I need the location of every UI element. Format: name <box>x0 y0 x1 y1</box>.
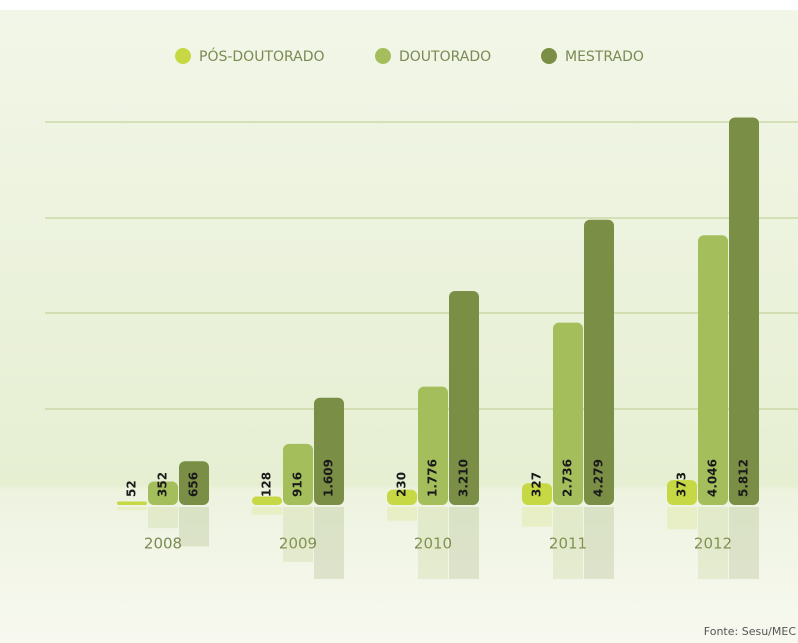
x-tick-label: 2011 <box>549 535 587 553</box>
x-tick-label: 2010 <box>414 535 452 553</box>
bar-reflection <box>449 507 479 579</box>
bar-reflection <box>179 507 209 547</box>
bar <box>418 386 448 505</box>
value-label: 352 <box>156 472 170 497</box>
bar-reflection <box>387 507 417 521</box>
value-label: 327 <box>530 472 544 497</box>
legend-dot <box>541 48 557 64</box>
legend-dot <box>175 48 191 64</box>
x-tick-label: 2008 <box>144 535 182 553</box>
bar-reflection <box>698 507 728 579</box>
legend-dot <box>375 48 391 64</box>
bar <box>729 117 759 506</box>
value-label: 3.210 <box>457 459 471 497</box>
bar-reflection <box>283 507 313 562</box>
value-label: 230 <box>395 472 409 497</box>
x-tick-label: 2009 <box>279 535 317 553</box>
legend-label: PÓS-DOUTORADO <box>199 47 325 65</box>
value-label: 4.046 <box>706 459 720 497</box>
bar <box>667 480 697 505</box>
bar <box>584 219 614 505</box>
value-label: 373 <box>675 472 689 497</box>
value-label: 128 <box>260 472 274 497</box>
value-label: 2.736 <box>561 459 575 497</box>
bar <box>179 461 209 505</box>
value-label: 4.279 <box>592 459 606 497</box>
bar-reflection <box>314 507 344 579</box>
x-tick-label: 2012 <box>694 535 732 553</box>
value-label: 656 <box>187 472 201 497</box>
bar <box>522 483 552 505</box>
bar <box>252 496 282 505</box>
bar <box>698 235 728 505</box>
value-label: 916 <box>291 472 305 497</box>
source: Fonte: Sesu/MEC <box>704 625 797 638</box>
bar-reflection <box>522 507 552 527</box>
bar <box>553 322 583 505</box>
bar-reflection <box>148 507 178 529</box>
value-label: 5.812 <box>737 459 751 497</box>
bar-reflection <box>252 507 282 515</box>
bar-reflection <box>667 507 697 530</box>
bar <box>387 489 417 505</box>
bar-reflection <box>418 507 448 579</box>
value-label: 1.609 <box>322 459 336 497</box>
bar-reflection <box>117 507 147 511</box>
bar <box>314 397 344 505</box>
chart-bg <box>0 10 798 643</box>
bar <box>283 443 313 505</box>
bar-reflection <box>729 507 759 579</box>
bar <box>117 501 147 505</box>
bar-reflection <box>553 507 583 579</box>
bar <box>148 481 178 505</box>
value-label: 52 <box>125 480 139 497</box>
value-label: 1.776 <box>426 459 440 497</box>
bar <box>449 291 479 505</box>
legend-label: MESTRADO <box>565 49 644 65</box>
bar-reflection <box>584 507 614 579</box>
legend-label: DOUTORADO <box>399 49 491 65</box>
